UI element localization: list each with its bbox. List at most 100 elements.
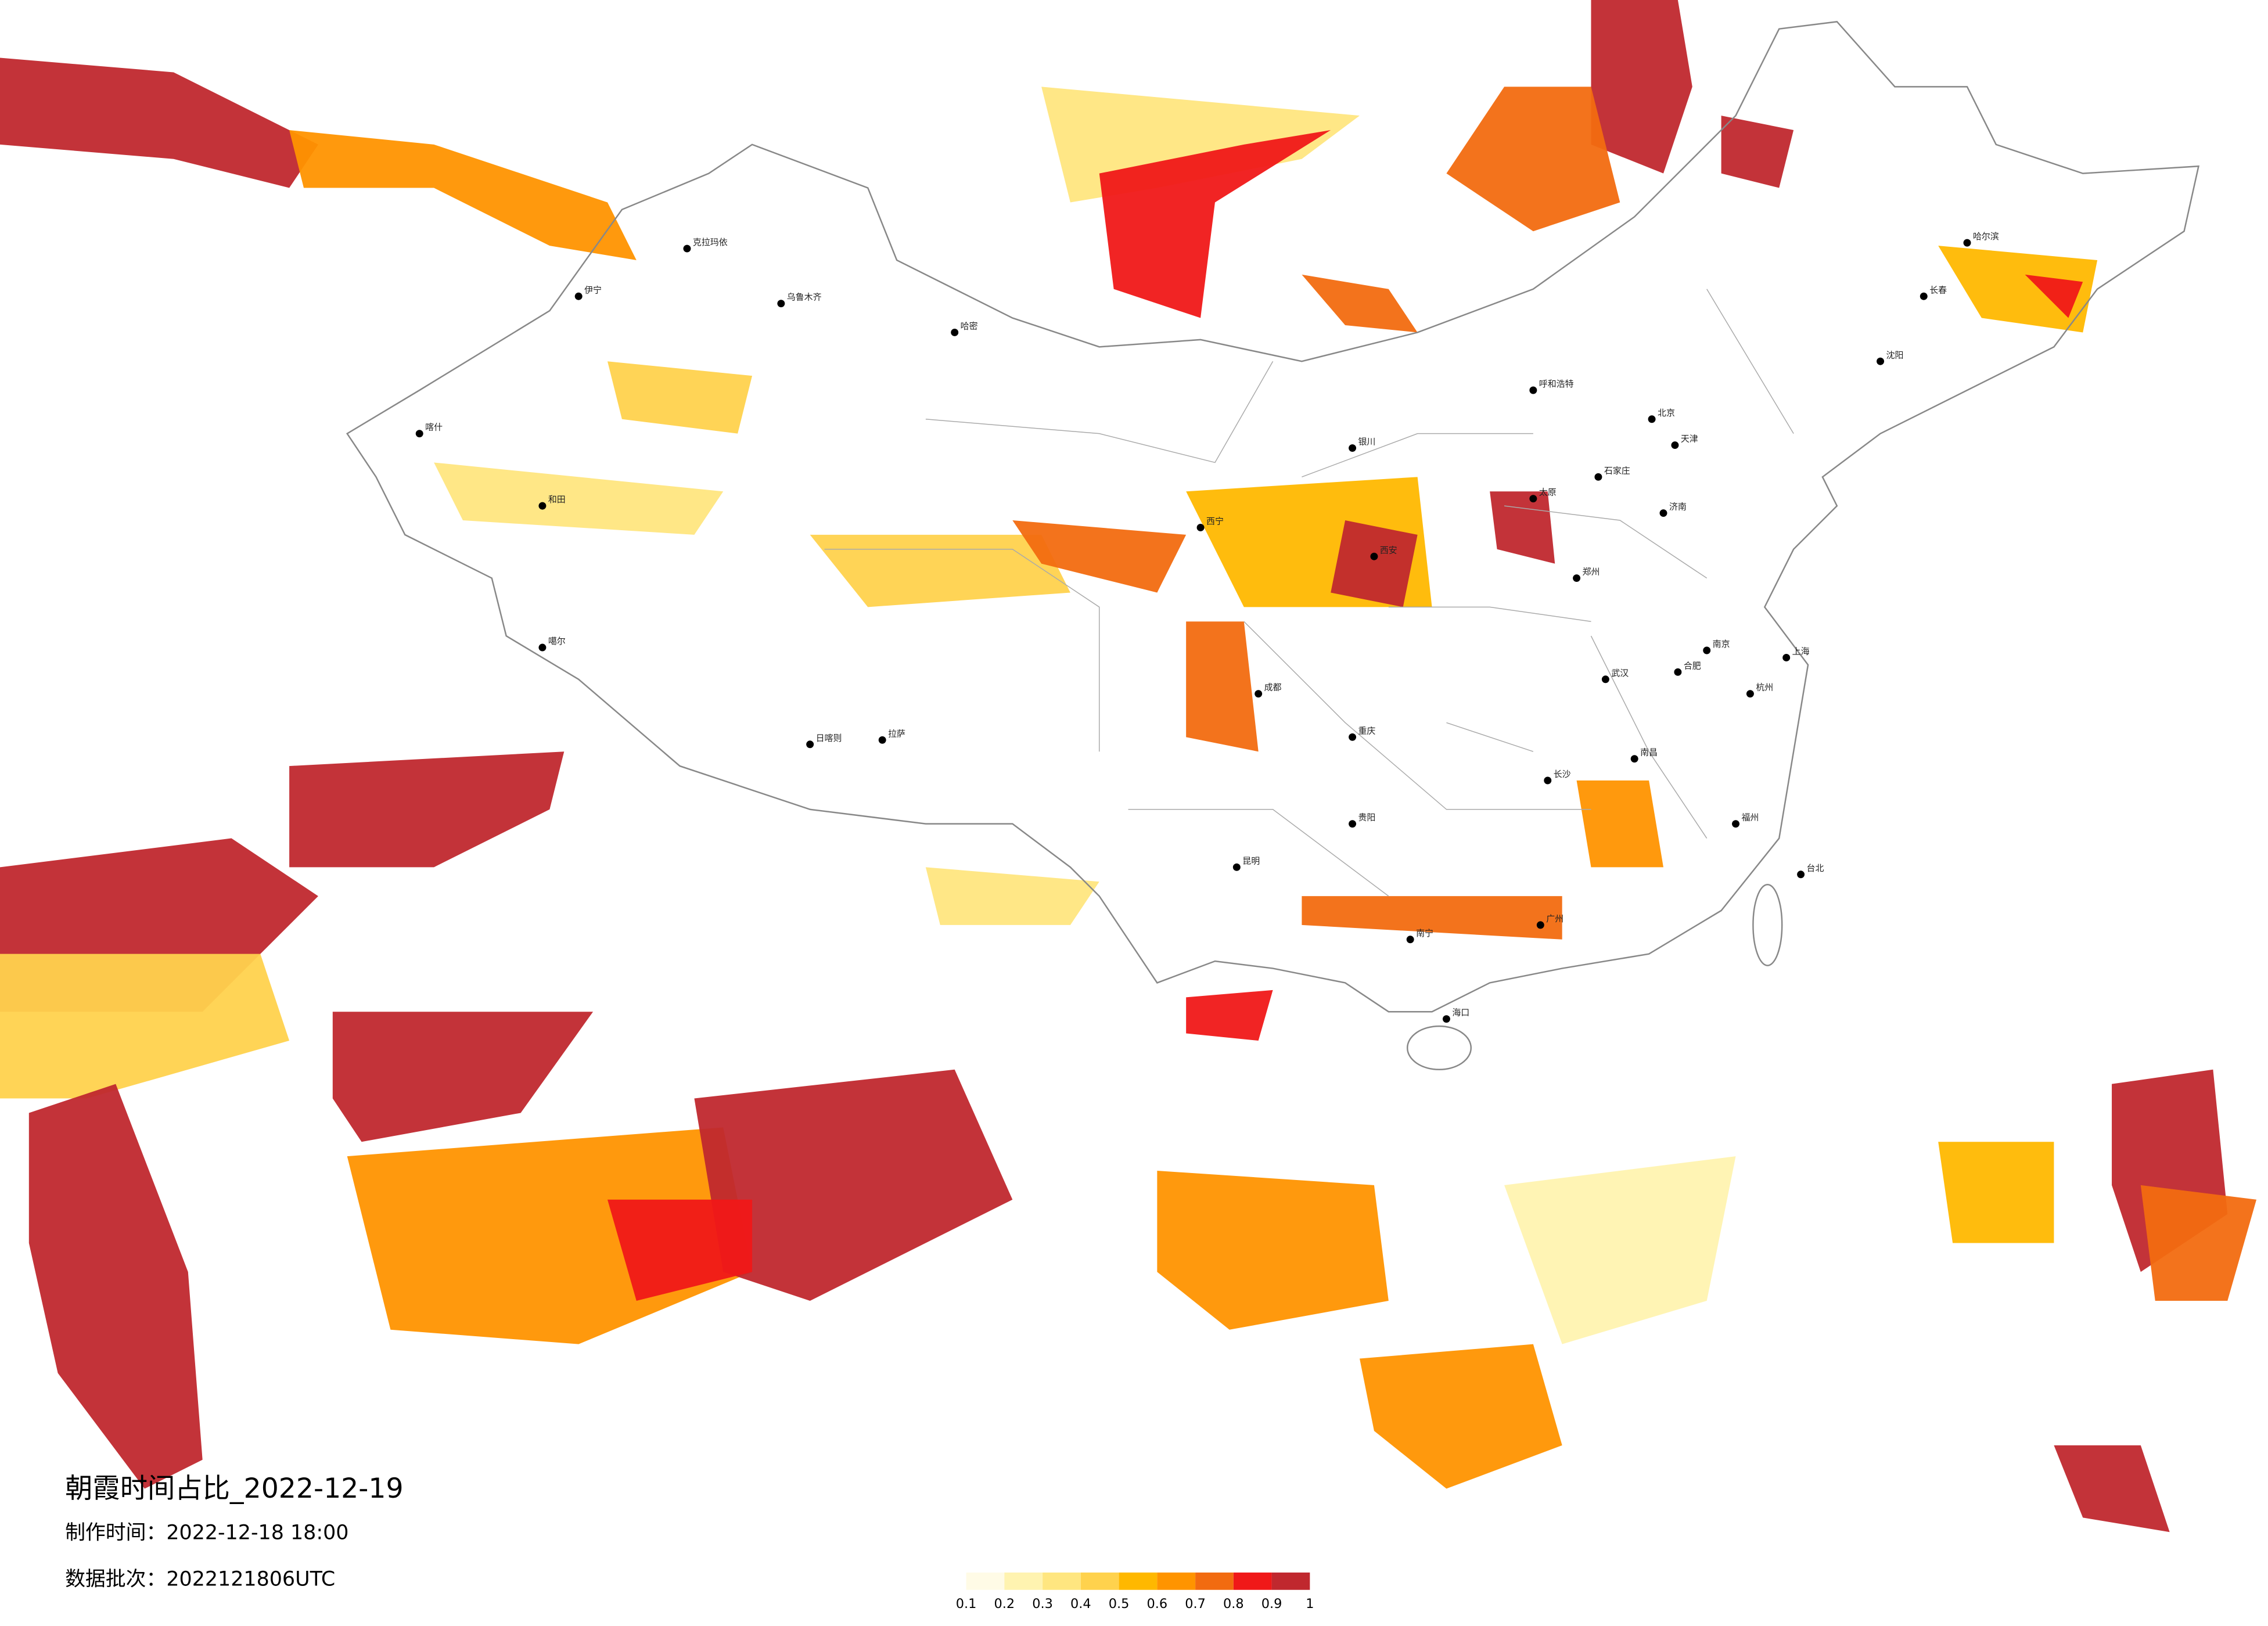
legend-label: 0.1 (956, 1596, 977, 1611)
city-dot (1648, 415, 1656, 423)
city-dot (683, 244, 691, 253)
city-label: 日喀则 (816, 733, 842, 743)
legend: 0.1 0.2 0.3 0.4 0.5 0.6 0.7 0.8 0.9 1 (956, 1572, 1314, 1611)
city-dot (1349, 733, 1357, 741)
legend-label: 0.2 (994, 1596, 1015, 1611)
made-time: 制作时间：2022-12-18 18:00 (65, 1521, 348, 1545)
heat-area (289, 751, 565, 868)
city-dot (1255, 690, 1263, 698)
city-dot (806, 740, 814, 749)
city-dot (878, 736, 886, 744)
heat-area (1302, 274, 1418, 333)
city-label: 呼和浩特 (1539, 379, 1574, 389)
city-label: 长春 (1929, 285, 1947, 295)
city-dot (1877, 357, 1885, 365)
heat-area (1446, 87, 1620, 232)
heat-area (1360, 1344, 1562, 1489)
city-label: 哈密 (961, 321, 978, 331)
heat-area (1157, 1171, 1389, 1330)
city-label: 南京 (1713, 639, 1730, 649)
heat-layer (0, 0, 2257, 1533)
city-label: 拉萨 (888, 728, 905, 739)
heat-area (2140, 1185, 2257, 1301)
city-dot (1782, 653, 1791, 661)
heat-area (0, 57, 318, 188)
city-label: 海口 (1452, 1008, 1469, 1018)
city-dot (1573, 574, 1581, 582)
city-label: 西安 (1380, 545, 1397, 555)
heat-area (925, 867, 1099, 925)
china-outline (346, 21, 2200, 1013)
city-dot (1406, 936, 1414, 944)
city-label: 济南 (1669, 502, 1687, 512)
heat-area (1186, 621, 1259, 752)
heat-area (28, 1084, 203, 1489)
city-dot (1370, 552, 1378, 560)
legend-swatch (1043, 1572, 1081, 1590)
hainan (1406, 1025, 1472, 1071)
city-label: 沈阳 (1886, 350, 1904, 360)
city-label: 银川 (1358, 437, 1376, 447)
legend-swatch (1195, 1572, 1234, 1590)
city-label: 长沙 (1554, 769, 1571, 779)
city-label: 武汉 (1611, 668, 1629, 678)
heat-area (1012, 520, 1187, 593)
heat-area (2054, 1445, 2170, 1533)
heat-area (1721, 116, 1794, 188)
city-label: 合肥 (1684, 660, 1701, 671)
legend-label: 1 (1306, 1596, 1314, 1611)
heat-area (289, 130, 637, 260)
taiwan (1752, 883, 1783, 966)
city-label: 郑州 (1583, 567, 1600, 577)
city-dot (1594, 473, 1602, 481)
heat-area (1331, 520, 1418, 607)
legend-label: 0.8 (1223, 1596, 1244, 1611)
map-title: 朝霞时间占比_2022-12-19 (65, 1473, 403, 1505)
legend-swatch (1004, 1572, 1043, 1590)
city-dot (1196, 523, 1205, 531)
data-batch: 数据批次：2022121806UTC (65, 1567, 335, 1591)
heat-area (1576, 780, 1663, 868)
city-dot (1920, 292, 1928, 300)
city-label: 噶尔 (548, 636, 566, 646)
heat-area (1302, 896, 1562, 940)
heat-area (694, 1069, 1013, 1301)
city-dot (1232, 863, 1241, 871)
city-label: 天津 (1681, 434, 1698, 444)
city-label: 和田 (548, 494, 566, 505)
legend-label: 0.9 (1261, 1596, 1282, 1611)
heat-area (1186, 990, 1273, 1041)
city-label: 石家庄 (1604, 465, 1630, 476)
city-dot (1601, 675, 1609, 684)
heat-area (2025, 274, 2083, 318)
city-label: 乌鲁木齐 (787, 292, 822, 303)
legend-swatch (1271, 1572, 1310, 1590)
city-dot (1536, 921, 1544, 929)
legend-swatch (1233, 1572, 1272, 1590)
city-label: 南昌 (1640, 747, 1658, 758)
city-label: 南宁 (1416, 928, 1433, 938)
heat-area (1591, 0, 1692, 174)
city-dot (1746, 690, 1754, 698)
city-label: 伊宁 (584, 285, 602, 295)
city-label: 西宁 (1206, 516, 1224, 526)
city-label: 克拉玛依 (693, 237, 728, 247)
city-label: 广州 (1546, 913, 1563, 924)
city-label: 成都 (1264, 682, 1282, 693)
city-label: 重庆 (1358, 725, 1376, 736)
city-dot (1671, 441, 1679, 449)
city-dot (1349, 820, 1357, 828)
city-dot (415, 430, 423, 438)
legend-swatch (1080, 1572, 1119, 1590)
city-dot (574, 292, 583, 300)
city-label: 贵阳 (1358, 812, 1376, 823)
heat-area (332, 1012, 594, 1142)
city-dot (1963, 239, 1971, 247)
city-dot (1732, 820, 1739, 828)
heat-area (1504, 1156, 1736, 1344)
city-dot (1674, 668, 1682, 676)
province-borders (824, 289, 1794, 897)
